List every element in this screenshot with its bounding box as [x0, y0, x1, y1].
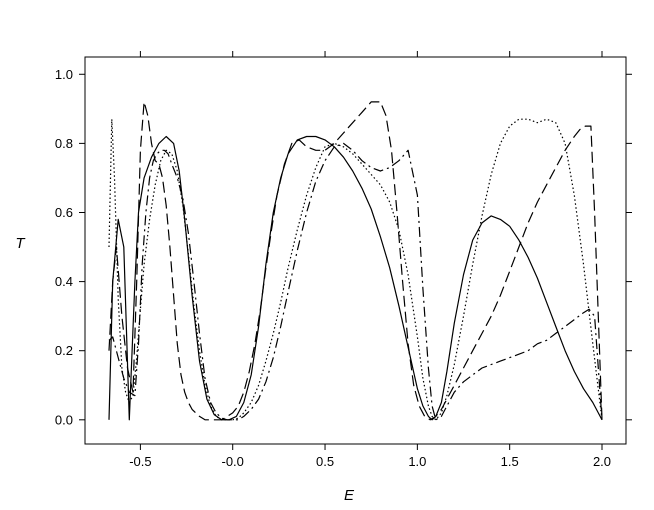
x-tick-label: -0.0 — [222, 454, 244, 469]
x-tick-label: 1.5 — [501, 454, 519, 469]
y-axis: 0.0 0.2 0.4 0.6 0.8 1.0 — [55, 67, 632, 427]
y-tick-label: 0.0 — [55, 412, 73, 427]
series-lines — [108, 101, 603, 421]
x-tick-label: -0.5 — [129, 454, 151, 469]
x-tick-label: 1.0 — [408, 454, 426, 469]
plot-frame — [84, 56, 627, 445]
series-line-solid — [108, 135, 603, 421]
x-axis: -0.5 -0.0 0.5 1.0 1.5 2.0 — [129, 51, 611, 469]
y-tick-label: 0.2 — [55, 343, 73, 358]
y-tick-label: 0.4 — [55, 274, 73, 289]
y-axis-title: T — [15, 235, 26, 252]
series-line-dotted — [108, 118, 603, 421]
y-tick-label: 0.6 — [55, 205, 73, 220]
x-tick-label: 2.0 — [593, 454, 611, 469]
y-tick-label: 1.0 — [55, 67, 73, 82]
series-line-dashed — [108, 101, 603, 421]
y-tick-label: 0.8 — [55, 136, 73, 151]
series-line-dashdot — [108, 142, 603, 421]
x-axis-title: E — [344, 487, 355, 504]
x-tick-label: 0.5 — [316, 454, 334, 469]
